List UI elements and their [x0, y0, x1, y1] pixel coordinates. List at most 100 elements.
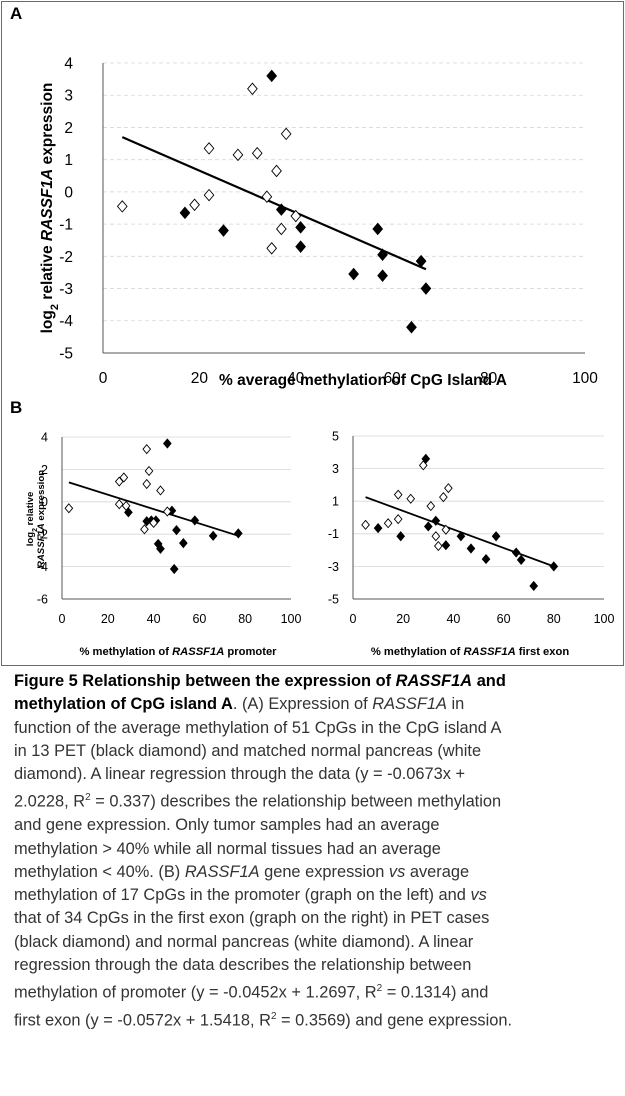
tumor-data-point [172, 525, 181, 536]
normal-data-point [189, 198, 200, 212]
x-tick-label: 80 [238, 612, 252, 626]
x-tick-label: 0 [59, 612, 66, 626]
y-tick-label: 3 [64, 88, 73, 105]
chart-b-right-ticks: -5 -3 -1 1 3 5 0 20 40 60 80 100 [328, 429, 615, 626]
normal-data-point [121, 500, 131, 511]
y-tick-label: -3 [328, 560, 339, 574]
x-tick-label: 60 [384, 370, 402, 387]
y-tick-label: -5 [328, 592, 339, 606]
tumor-data-point [295, 221, 306, 234]
figure-frame [1, 1, 624, 666]
normal-data-point [441, 524, 451, 535]
x-tick-label: 80 [547, 612, 561, 626]
caption-line: methylation < 40%. (B) RASSF1A gene expr… [14, 862, 470, 881]
tumor-data-point [373, 523, 383, 534]
x-tick-label: 100 [572, 370, 598, 387]
normal-data-point [383, 518, 393, 529]
normal-data-point [203, 142, 215, 155]
y-tick-label: 3 [332, 462, 339, 476]
tumor-data-point [275, 203, 287, 216]
normal-data-point [156, 485, 165, 496]
y-tick-label: 1 [64, 152, 73, 169]
tumor-data-point [423, 521, 433, 532]
caption-line: methylation > 40% while all normal tissu… [14, 839, 441, 858]
panel-b-label: B [10, 398, 23, 417]
chart-a-grid [103, 62, 585, 322]
x-tick-label: 100 [594, 612, 615, 626]
tumor-data-point [406, 320, 417, 334]
y-tick-label: 0 [64, 184, 73, 201]
chart-b-right-points [361, 453, 559, 592]
tumor-data-point [295, 240, 306, 253]
chart-b-right-xlabel: % methylation of RASSF1A first exon [371, 646, 569, 658]
tumor-data-point [163, 438, 172, 449]
tumor-data-point [179, 206, 191, 220]
caption-line: diamond). A linear regression through th… [14, 765, 466, 784]
y-tick-label: -4 [59, 313, 73, 330]
tumor-data-point [348, 267, 359, 281]
chart-a-ylabel: log2 relative RASSF1A expression [39, 83, 61, 334]
y-tick-label: 2 [64, 120, 73, 137]
normal-data-point [140, 524, 149, 535]
panel-a-label: A [10, 4, 23, 23]
chart-b-right-axes [352, 436, 604, 600]
tumor-data-point [218, 224, 229, 237]
caption-line: Figure 5 Relationship between the expres… [14, 672, 506, 690]
caption-line: in 13 PET (black diamond) and matched no… [14, 741, 482, 760]
tumor-data-point [549, 561, 559, 572]
chart-a-trendline [121, 136, 427, 271]
caption-line: that of 34 CpGs in the first exon (graph… [14, 909, 490, 928]
tumor-data-point [179, 538, 188, 549]
caption-line: and gene expression. Only tumor samples … [14, 816, 440, 835]
figure-caption: Figure 5 Relationship between the expres… [14, 670, 614, 1033]
chart-b-left-xlabel: % methylation of RASSF1A promoter [79, 646, 277, 658]
normal-data-point [247, 82, 258, 96]
tumor-data-point [491, 531, 501, 542]
tumor-data-point [456, 531, 466, 542]
tumor-data-point [420, 282, 432, 295]
tumor-data-point [377, 248, 388, 262]
x-tick-label: 40 [446, 612, 460, 626]
y-tick-label: -6 [37, 592, 48, 606]
chart-b-right-trendline [365, 496, 555, 568]
normal-data-point [431, 531, 441, 542]
normal-data-point [361, 519, 370, 530]
normal-data-point [406, 493, 416, 504]
x-tick-label: 40 [147, 612, 161, 626]
x-tick-label: 20 [101, 612, 115, 626]
tumor-data-point [377, 269, 388, 282]
tumor-data-point [169, 563, 179, 575]
normal-data-point [142, 478, 152, 490]
caption-line: methylation of promoter (y = -0.0452x + … [14, 983, 489, 1002]
normal-data-point [64, 503, 74, 514]
normal-data-point [290, 209, 302, 223]
x-tick-label: 60 [192, 612, 206, 626]
normal-data-point [149, 517, 158, 528]
caption-line: (black diamond) and normal pancreas (whi… [14, 932, 474, 951]
y-tick-label: 1 [332, 495, 339, 509]
tumor-data-point [266, 69, 278, 83]
chart-a-axes [102, 63, 585, 354]
x-tick-label: 80 [480, 370, 498, 387]
tumor-data-point [466, 543, 476, 554]
tumor-data-point [156, 543, 165, 554]
normal-data-point [203, 188, 215, 202]
y-tick-label: -1 [59, 217, 73, 234]
normal-data-point [393, 514, 403, 525]
y-tick-label: -1 [328, 527, 339, 541]
tumor-data-point [208, 530, 218, 541]
y-tick-label: -5 [59, 345, 73, 362]
chart-b-left-grid [62, 436, 291, 567]
caption-line: 2.0228, R2 = 0.337) describes the relati… [14, 792, 502, 811]
normal-data-point [114, 499, 124, 510]
normal-data-point [251, 146, 263, 160]
caption-line: regression through the data describes th… [14, 956, 472, 975]
tumor-data-point [190, 515, 200, 526]
chart-b-left-trendline [68, 481, 239, 537]
caption-line: first exon (y = -0.0572x + 1.5418, R2 = … [14, 1011, 513, 1030]
y-tick-label: 5 [332, 429, 339, 443]
